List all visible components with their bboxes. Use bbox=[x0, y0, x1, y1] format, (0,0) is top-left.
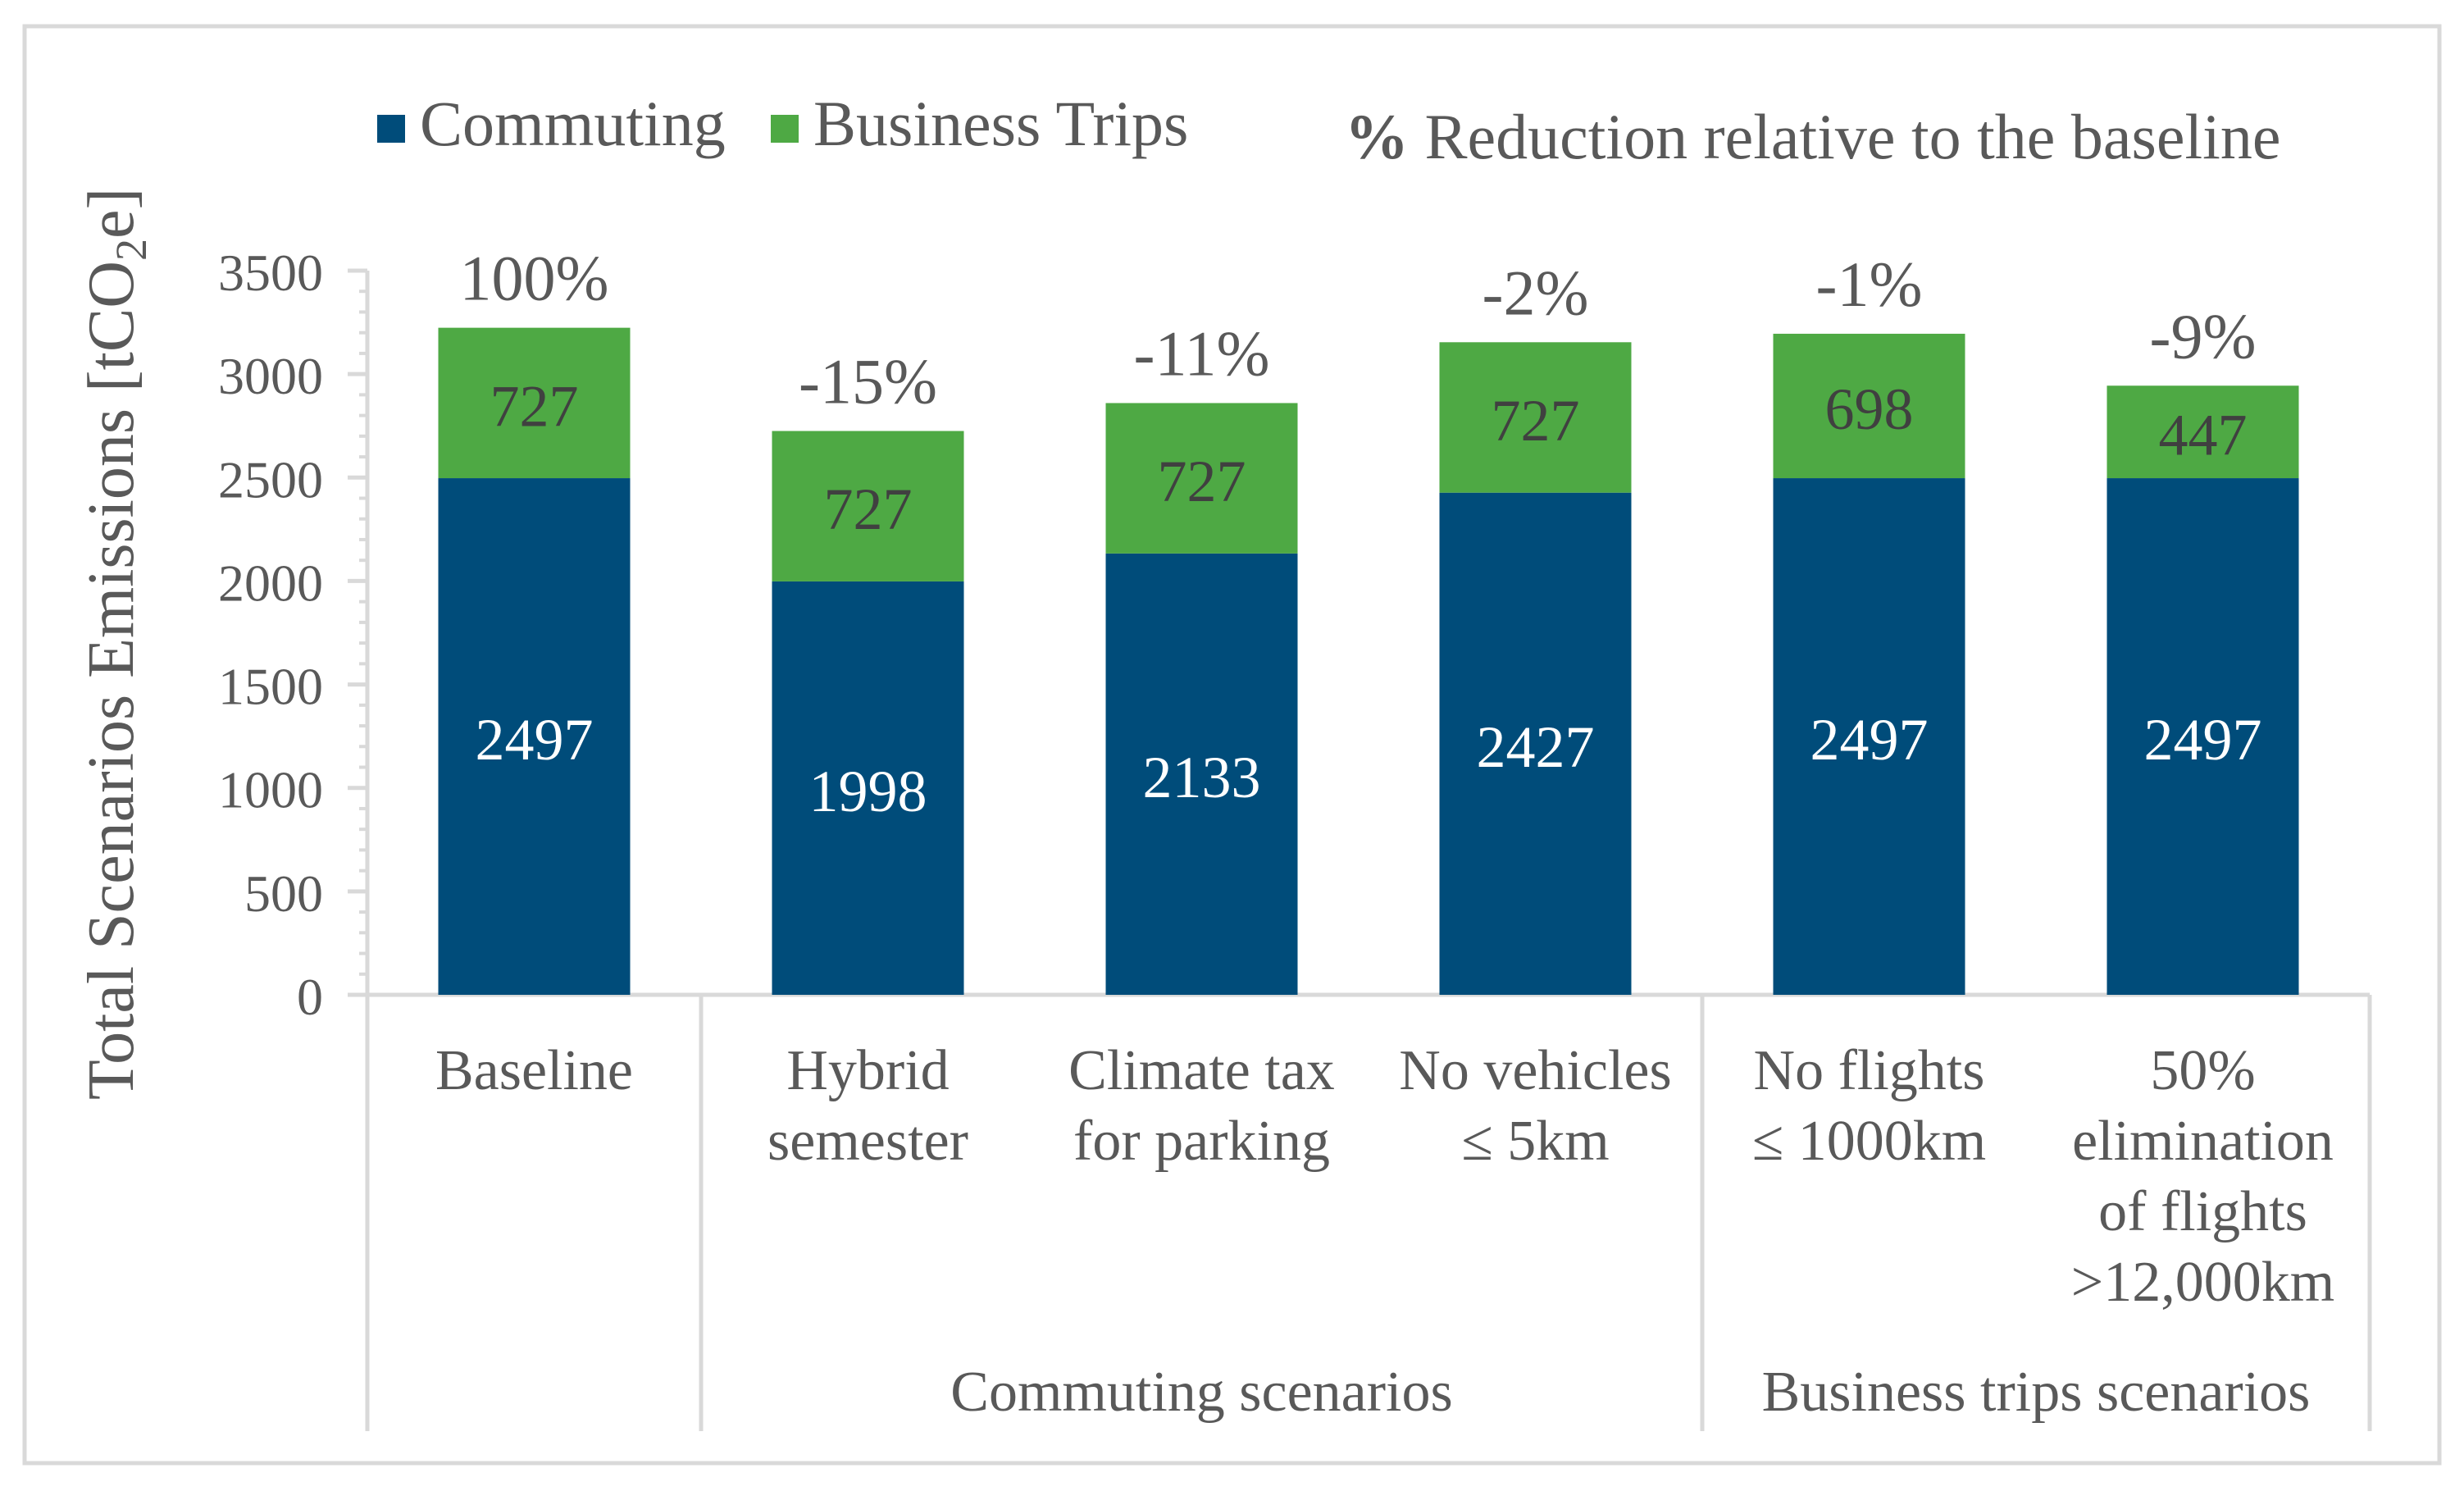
data-label-business-trips: 698 bbox=[1825, 376, 1914, 442]
category-label-line: of flights bbox=[2098, 1180, 2307, 1243]
bar-business-trips bbox=[438, 327, 631, 479]
data-label-commuting: 2133 bbox=[1143, 745, 1261, 810]
bar-commuting bbox=[1773, 478, 1965, 995]
data-label-commuting: 1998 bbox=[809, 759, 927, 824]
axes: 0 500 1000 1500 2000 2500 3000 3500 bbox=[218, 244, 2372, 1431]
percent-change-label: -9% bbox=[2150, 300, 2257, 372]
category-label-line: Baseline bbox=[435, 1039, 633, 1102]
percent-change-label: -1% bbox=[1816, 248, 1923, 320]
data-label-business-trips: 447 bbox=[2159, 403, 2248, 468]
bar-business-trips bbox=[1439, 342, 1632, 493]
bar-business-trips bbox=[1105, 403, 1298, 554]
category-label: Baseline bbox=[435, 1039, 633, 1102]
data-label-business-trips: 727 bbox=[1492, 388, 1580, 454]
data-label-business-trips: 727 bbox=[824, 476, 913, 542]
percent-change-label: 100% bbox=[460, 243, 609, 314]
bar-commuting bbox=[2106, 478, 2299, 995]
group-label: Commuting scenarios bbox=[950, 1361, 1452, 1424]
legend-swatch-1 bbox=[771, 115, 799, 143]
percent-change-label: -11% bbox=[1133, 317, 1269, 389]
bar-business-trips bbox=[1773, 333, 1965, 479]
category-label-line: Climate tax bbox=[1068, 1039, 1335, 1102]
category-label: Climate tax for parking bbox=[1068, 1039, 1335, 1173]
data-label-commuting: 2497 bbox=[476, 707, 594, 773]
percent-change-label: -15% bbox=[799, 346, 937, 417]
y-tick-label: 1500 bbox=[218, 658, 323, 716]
category-label-line: Hybrid bbox=[786, 1039, 949, 1102]
bar-commuting bbox=[772, 581, 964, 995]
legend: Commuting Business Trips% Reduction relat… bbox=[377, 88, 2280, 172]
data-labels: 2497 727 100% 1998 727 -15% 2133 727 -11% 2427 727… bbox=[460, 243, 2262, 824]
y-axis-title: Total Scenarios Emissions [tCO2e] bbox=[75, 188, 156, 1100]
legend-label-1: Business Trips bbox=[813, 88, 1188, 159]
data-label-commuting: 2497 bbox=[1810, 707, 1929, 773]
category-label-line: No vehicles bbox=[1399, 1039, 1671, 1102]
category-label-line: >12,000km bbox=[2071, 1251, 2334, 1314]
data-label-business-trips: 727 bbox=[1158, 449, 1246, 514]
legend-percent-symbol: % bbox=[1345, 101, 1409, 172]
legend-percent-note: % Reduction relative to the baseline bbox=[1345, 101, 2280, 172]
y-tick-label: 500 bbox=[244, 864, 323, 923]
y-tick-label: 2000 bbox=[218, 554, 323, 612]
bar-business-trips bbox=[772, 431, 964, 581]
bar-business-trips bbox=[2106, 385, 2299, 479]
category-label-line: No flights bbox=[1754, 1039, 1985, 1102]
data-label-commuting: 2427 bbox=[1477, 714, 1595, 780]
y-tick-label: 1000 bbox=[218, 761, 323, 819]
x-axis-categories: Baseline Hybrid semester Climate tax for par… bbox=[435, 1039, 2334, 1424]
category-label-line: semester bbox=[767, 1110, 968, 1173]
bars bbox=[438, 327, 2299, 995]
y-tick-label: 2500 bbox=[218, 450, 323, 508]
y-axis-title-text: Total Scenarios Emissions [tCO2e] bbox=[75, 188, 156, 1100]
bar-commuting bbox=[1439, 492, 1632, 995]
category-label-line: 50% bbox=[2150, 1039, 2255, 1102]
category-label: No flights ≤ 1000km bbox=[1752, 1039, 1986, 1173]
legend-percent-text: Reduction relative to the baseline bbox=[1409, 101, 2280, 172]
category-label-line: for parking bbox=[1073, 1110, 1330, 1173]
legend-swatch-0 bbox=[377, 115, 405, 143]
data-label-business-trips: 727 bbox=[490, 373, 579, 439]
category-label-line: elimination bbox=[2072, 1110, 2334, 1173]
legend-label-0: Commuting bbox=[420, 88, 726, 159]
category-label-line: ≤ 1000km bbox=[1752, 1110, 1986, 1173]
category-label: 50% elimination of flights >12,000km bbox=[2071, 1039, 2334, 1314]
bar-commuting bbox=[1105, 553, 1298, 995]
percent-change-label: -2% bbox=[1482, 257, 1589, 328]
y-tick-label: 0 bbox=[297, 968, 323, 1026]
group-label: Business trips scenarios bbox=[1762, 1361, 2311, 1424]
y-tick-label: 3500 bbox=[218, 244, 323, 302]
category-label: Hybrid semester bbox=[767, 1039, 968, 1173]
data-label-commuting: 2497 bbox=[2144, 707, 2262, 773]
y-tick-label: 3000 bbox=[218, 347, 323, 405]
bar-commuting bbox=[438, 478, 631, 995]
category-label: No vehicles ≤ 5km bbox=[1399, 1039, 1671, 1173]
category-label-line: ≤ 5km bbox=[1461, 1110, 1609, 1173]
